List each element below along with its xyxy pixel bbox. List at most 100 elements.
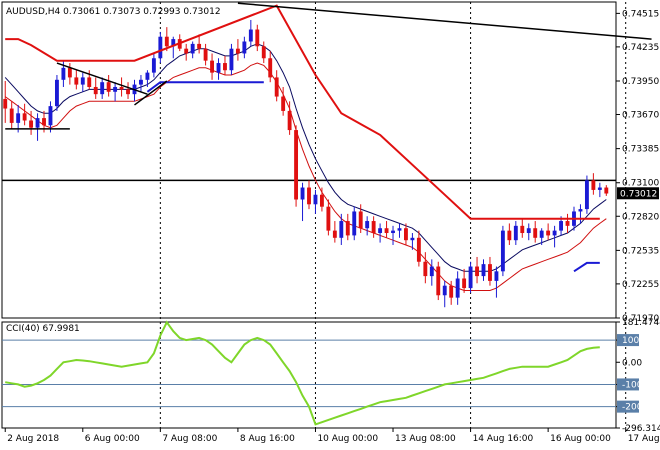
candle-body <box>35 118 40 128</box>
cci-y-tick-label: -100 <box>622 380 643 390</box>
candle-body <box>604 187 609 194</box>
y-tick-label: 0.73670 <box>622 111 659 121</box>
candle-body <box>93 86 98 95</box>
trend-line <box>56 62 148 95</box>
candle-body <box>113 86 118 92</box>
candle-body <box>546 230 551 236</box>
candle-body <box>158 36 163 59</box>
price-chart-title: AUDUSD,H4 0.73061 0.73073 0.72993 0.7301… <box>6 7 221 17</box>
candle-body <box>300 187 305 200</box>
candle-body <box>171 39 176 47</box>
candle-body <box>578 209 583 212</box>
candle-body <box>584 180 589 210</box>
candle-body <box>391 230 395 234</box>
candle-body <box>455 278 460 298</box>
y-tick-label: 0.73100 <box>622 179 659 189</box>
candle-body <box>3 98 8 109</box>
candle-body <box>597 187 602 190</box>
cci-y-tick-label: 100 <box>622 336 639 346</box>
y-tick-label: 0.74515 <box>622 9 659 19</box>
x-tick-label: 7 Aug 08:00 <box>162 434 217 444</box>
candle-body <box>184 48 189 54</box>
current-price-label: 0.73012 <box>620 189 657 199</box>
cci-y-tick-label: 0.00 <box>622 358 642 368</box>
candle-body <box>358 211 363 229</box>
y-tick-label: 0.73950 <box>622 77 659 87</box>
candle-body <box>151 58 156 73</box>
candle-body <box>468 266 473 289</box>
candle-body <box>507 230 512 241</box>
candle-body <box>307 187 311 205</box>
trend-line <box>237 2 652 40</box>
candle-body <box>449 285 454 298</box>
red-step-line <box>5 4 600 220</box>
candle-body <box>494 271 499 281</box>
candle-body <box>139 79 143 85</box>
candle-body <box>332 230 337 238</box>
candle-body <box>436 266 441 296</box>
candle-body <box>287 110 292 131</box>
cci-y-tick-label: -296.314 <box>622 424 660 434</box>
candle-body <box>54 79 59 107</box>
candle-body <box>255 29 260 47</box>
candle-body <box>190 43 195 54</box>
x-tick-label: 8 Aug 16:00 <box>240 434 295 444</box>
x-tick-label: 14 Aug 16:00 <box>473 434 534 444</box>
cci-level-box <box>617 400 639 413</box>
candle-body <box>223 63 227 71</box>
candle-body <box>9 108 14 123</box>
candle-body <box>475 266 479 277</box>
candle-body <box>481 264 486 277</box>
candle-body <box>42 118 46 126</box>
candle-body <box>235 48 240 54</box>
candle-body <box>423 261 428 277</box>
x-tick-label: 16 Aug 00:00 <box>550 434 611 444</box>
candle-body <box>216 63 221 73</box>
candle-body <box>74 77 79 85</box>
moving-average-slow <box>4 62 607 291</box>
candle-body <box>319 194 324 207</box>
x-tick-label: 13 Aug 08:00 <box>395 434 456 444</box>
candle-body <box>61 67 66 80</box>
candle-body <box>203 48 208 61</box>
candle-body <box>313 194 318 205</box>
candle-body <box>29 120 34 128</box>
cci-y-tick-label: -200 <box>622 403 643 413</box>
candle-body <box>16 113 21 123</box>
cci-pane-frame <box>1 321 617 429</box>
candle-body <box>126 89 130 95</box>
candle-body <box>48 106 53 126</box>
candle-body <box>513 225 518 241</box>
candle-body <box>339 221 344 238</box>
candle-body <box>404 228 408 241</box>
cci-title: CCI(40) 67.9981 <box>6 324 80 334</box>
x-tick-label: 6 Aug 00:00 <box>85 434 140 444</box>
y-tick-label: 0.74235 <box>622 43 659 53</box>
candle-body <box>326 206 331 231</box>
candle-body <box>210 60 214 73</box>
candle-body <box>552 230 557 236</box>
candle-body <box>442 285 447 296</box>
candle-body <box>281 96 286 111</box>
y-tick-label: 0.71970 <box>622 314 659 324</box>
candle-body <box>410 237 415 241</box>
candle-body <box>526 228 531 234</box>
trend-line <box>134 80 168 106</box>
y-tick-label: 0.72820 <box>622 212 659 222</box>
x-tick-label: 10 Aug 00:00 <box>317 434 378 444</box>
candle-body <box>539 230 544 238</box>
candle-body <box>261 46 266 59</box>
candle-body <box>591 180 596 190</box>
candle-body <box>106 82 111 92</box>
candle-body <box>533 228 538 238</box>
candle-body <box>371 221 376 234</box>
candle-body <box>268 58 273 78</box>
candle-body <box>67 67 72 78</box>
blue-short-segment <box>573 261 600 273</box>
y-tick-label: 0.73385 <box>622 145 659 155</box>
candle-body <box>384 228 389 234</box>
candle-body <box>274 77 279 97</box>
candle-body <box>520 225 525 234</box>
candle-body <box>229 48 234 71</box>
